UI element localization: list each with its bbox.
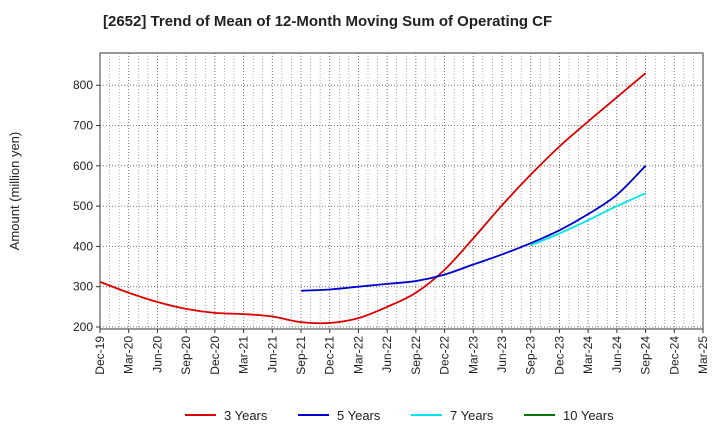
y-axis-label: Amount (million yen): [7, 132, 22, 251]
x-tick-label: Mar-25: [696, 336, 710, 374]
x-tick-label: Mar-24: [581, 336, 595, 374]
y-tick-label: 300: [73, 280, 93, 294]
x-tick-label: Mar-20: [122, 336, 136, 374]
x-tick-label: Sep-21: [294, 336, 308, 375]
x-tick-label: Jun-22: [380, 336, 394, 373]
y-tick-label: 700: [73, 119, 93, 133]
x-tick-label: Mar-21: [237, 336, 251, 374]
series-line-7-years: [530, 192, 646, 247]
y-tick-label: 400: [73, 239, 93, 253]
x-tick-label: Mar-23: [466, 336, 480, 374]
legend: 3 Years 5 Years 7 Years 10 Years: [185, 408, 614, 423]
legend-label: 5 Years: [337, 408, 381, 423]
x-tick-label: Sep-24: [639, 336, 653, 375]
y-tick-label: 800: [73, 78, 93, 92]
series-line-5-years: [300, 165, 647, 292]
x-tick-label: Jun-24: [610, 336, 624, 373]
x-tick-label: Sep-23: [524, 336, 538, 375]
x-tick-label: Jun-21: [265, 336, 279, 373]
x-axis-ticks: Dec-19 Mar-20 Jun-20 Sep-20 Dec-20 Mar-21 Jun-…: [93, 329, 710, 375]
y-tick-label: 600: [73, 159, 93, 173]
x-tick-label: Dec-23: [552, 336, 566, 375]
series-layer: [99, 72, 647, 325]
x-tick-label: Sep-22: [409, 336, 423, 375]
x-tick-label: Mar-22: [351, 336, 365, 374]
x-tick-label: Dec-24: [667, 336, 681, 375]
x-tick-label: Dec-20: [208, 336, 222, 375]
x-tick-label: Dec-21: [323, 336, 337, 375]
legend-label: 3 Years: [224, 408, 268, 423]
x-tick-label: Jun-20: [150, 336, 164, 373]
grid: [99, 53, 704, 329]
series-line-3-years: [99, 72, 647, 325]
legend-label: 10 Years: [563, 408, 614, 423]
y-axis-ticks: 200 300 400 500 600 700 800: [73, 78, 100, 334]
y-tick-label: 500: [73, 199, 93, 213]
y-tick-label: 200: [73, 320, 93, 334]
plot-area: [99, 52, 704, 330]
x-tick-label: Dec-19: [93, 336, 107, 375]
x-tick-label: Jun-23: [495, 336, 509, 373]
x-tick-label: Sep-20: [179, 336, 193, 375]
legend-label: 7 Years: [450, 408, 494, 423]
chart-title: [2652] Trend of Mean of 12-Month Moving …: [103, 13, 553, 30]
x-tick-label: Dec-22: [438, 336, 452, 375]
